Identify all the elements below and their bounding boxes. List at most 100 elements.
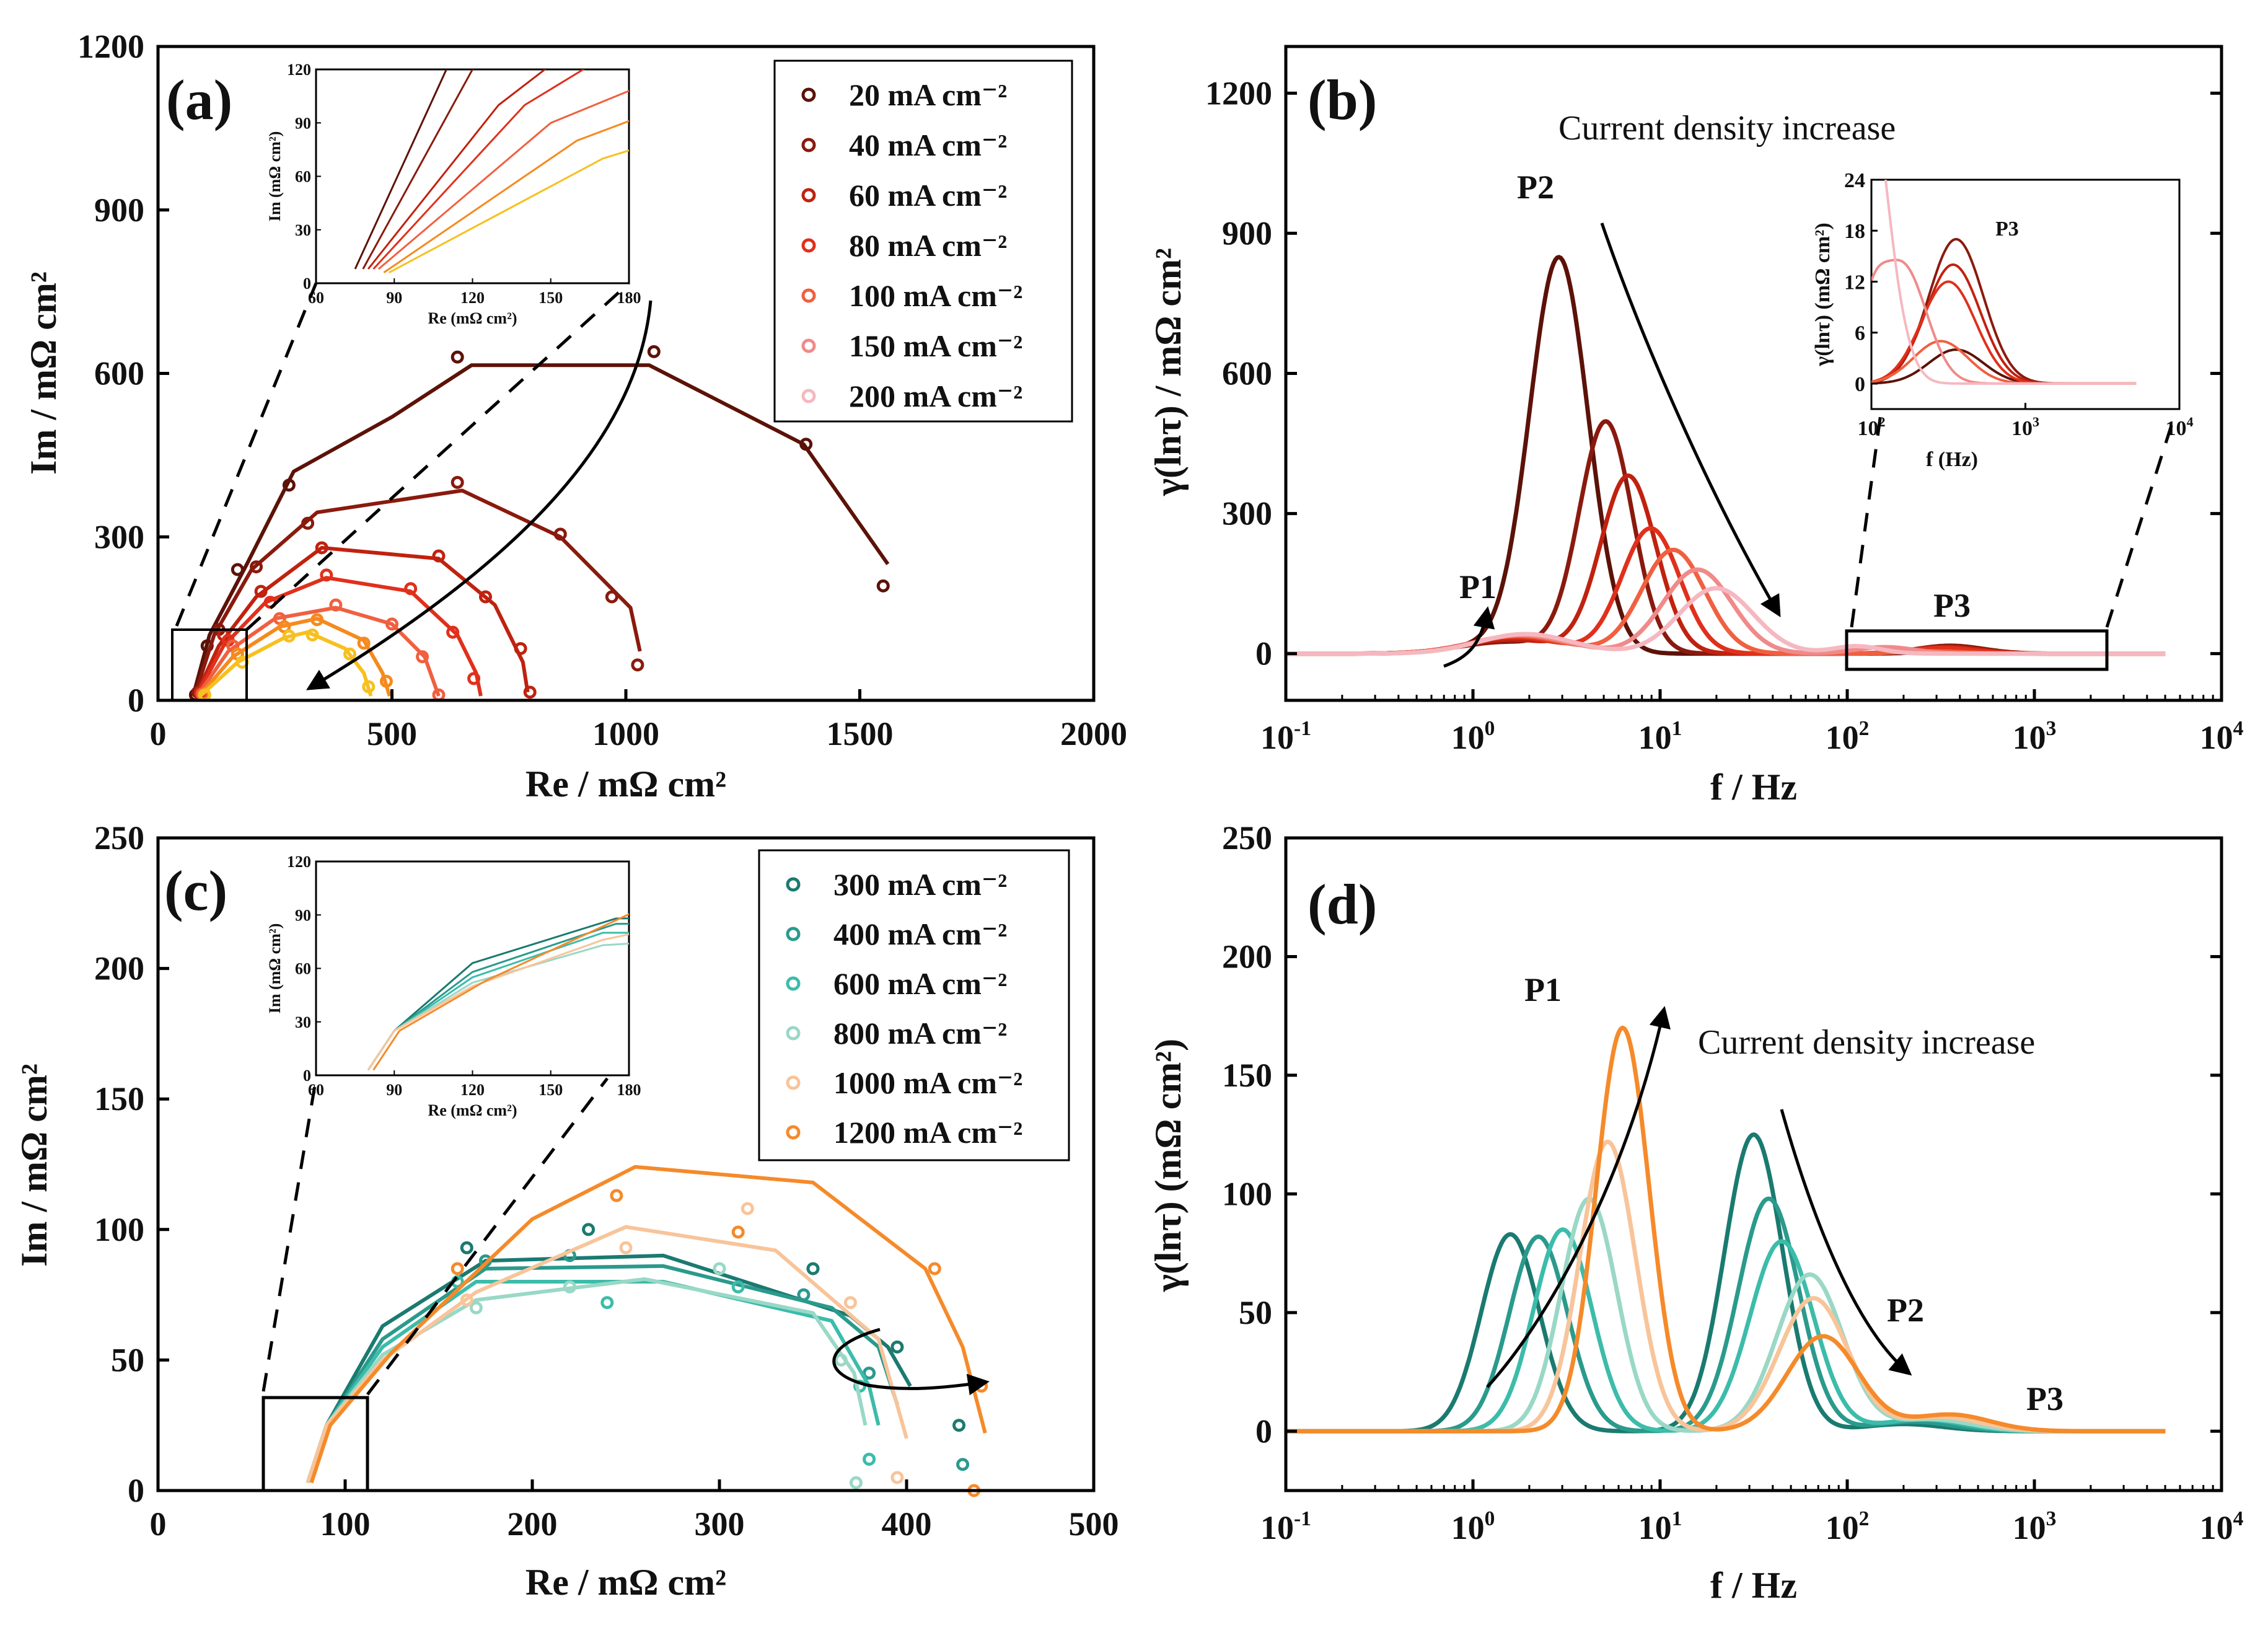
c-data-point [731,1280,745,1293]
c-data-point [713,1262,726,1275]
a-data-point [282,629,296,643]
d-drt-curve-5 [1285,1025,2166,1434]
a-data-point [343,647,357,661]
c-legend-marker [786,877,801,892]
b-plot-area [1285,255,2166,656]
c-data-point [806,1262,820,1275]
b-inset-ytick-label: 0 [1855,373,1865,396]
a-legend-label: 100 mA cm⁻² [849,278,1022,313]
b-panel-label: (b) [1308,68,1377,131]
c-xtick-label: 0 [150,1505,167,1543]
a-data-point [329,598,343,612]
b-inset-ytick-label: 18 [1844,220,1865,243]
c-inset-ytick-label: 90 [295,906,311,924]
a-data-point [479,590,492,604]
b-inset-ytick-label: 12 [1844,271,1865,294]
b-ytick-label: 300 [1222,495,1272,532]
b-ylabel: γ(lnτ) / mΩ cm² [1148,248,1189,496]
a-zoom-line-left [175,283,318,627]
c-data-point [460,1241,473,1254]
c-zoom-line-right [366,1077,609,1396]
c-xlabel: Re / mΩ cm² [525,1562,726,1603]
c-legend-label: 800 mA cm⁻² [833,1016,1007,1051]
b-drt-curve-6 [1285,586,2166,656]
a-data-point [514,641,527,655]
c-axis-frame [156,836,1096,1492]
a-inset-ytick-label: 90 [295,114,311,132]
a-data-point [446,625,460,639]
c-legend: 300 mA cm⁻² 400 mA cm⁻² 600 mA cm⁻² 800 mA … [758,849,1070,1161]
a-zoom-line-right [245,282,630,631]
c-ytick-label: 200 [94,950,144,987]
a-data-point [310,613,324,627]
c-legend-label: 400 mA cm⁻² [833,917,1007,951]
c-inset-xtick-label: 120 [460,1081,485,1099]
a-data-point [362,680,376,694]
d-annotation-p2: P2 [1887,1292,1924,1329]
b-inset-annotation-p3: P3 [1995,218,2019,240]
d-ytick-label: 150 [1222,1057,1272,1094]
a-xtick-label: 1000 [592,715,659,752]
c-fit-line-4 [305,1225,908,1484]
a-data-point [254,584,268,598]
c-data-point [731,1225,745,1239]
c-legend-marker [786,976,801,991]
c-inset-frame [315,860,630,1077]
a-xtick-label: 0 [150,715,167,752]
c-data-point [890,1340,904,1354]
c-inset-plot [367,913,629,1071]
a-inset-frame [315,68,630,284]
d-trend-arrow-p2 [1780,1109,1912,1376]
a-fit-line-3 [195,576,483,697]
a-data-point [379,674,393,688]
a-legend-label: 60 mA cm⁻² [849,178,1007,213]
a-data-point [404,582,418,596]
c-inset-xtick-label: 60 [308,1081,324,1099]
c-xtick-label: 500 [1069,1505,1119,1543]
b-drt-curve-1 [1285,419,2166,656]
b-annotation-current-density: Current density increase [1558,109,1896,148]
b-ytick-label: 0 [1255,635,1272,672]
a-data-point [357,637,371,650]
c-inset: 60 90 120 150 180 0 30 60 90 120 Re (mΩ cm²) Im (mΩ… [266,853,641,1119]
a-data-point [451,350,464,364]
a-ytick-label: 600 [94,355,144,392]
a-data-point [250,560,263,574]
a-data-point [799,438,813,451]
c-data-point [834,1353,848,1367]
a-data-point [432,549,446,563]
b-inset-ylabel: γ(lnτ) (mΩ cm²) [1811,222,1834,366]
c-data-point [619,1241,633,1254]
c-ytick-label: 100 [94,1211,144,1248]
a-data-point [320,568,333,582]
d-x-tick-label: 101 [1638,1507,1682,1546]
a-legend-marker [801,338,816,353]
b-inset-xtick-label: 103 [2011,414,2039,440]
a-ylabel: Im / mΩ cm² [23,271,64,475]
b-inset-curve-6 [1884,180,2137,385]
c-ytick-label: 50 [111,1341,144,1378]
c-inset-xlabel: Re (mΩ cm²) [428,1101,517,1119]
c-data-point [952,1419,966,1432]
c-data-point [563,1280,576,1293]
c-legend-marker [786,1026,801,1041]
a-data-point [385,617,398,631]
a-data-point [553,527,567,541]
d-ylabel: γ(lnτ) (mΩ cm²) [1148,1039,1189,1292]
c-xtick-label: 200 [508,1505,558,1543]
d-annotation-current-density: Current density increase [1698,1023,2035,1062]
c-xtick-label: 400 [882,1505,932,1543]
c-xtick-label: 300 [695,1505,745,1543]
a-data-point [876,579,890,593]
a-data-point [605,590,618,604]
a-data-point [523,685,537,699]
d-x-tick-label: 100 [1451,1507,1495,1546]
a-legend-label: 150 mA cm⁻² [849,328,1022,363]
c-fit-line-5 [309,1165,987,1484]
a-legend-label: 200 mA cm⁻² [849,379,1022,413]
